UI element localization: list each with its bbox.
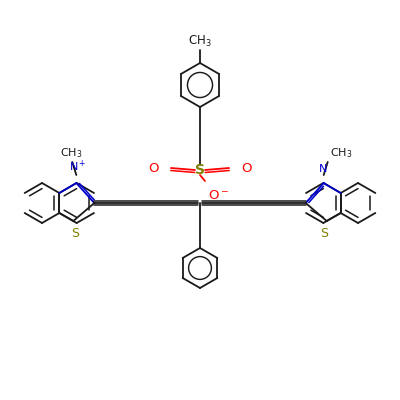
Text: S: S — [195, 163, 205, 177]
Text: S: S — [71, 227, 79, 240]
Text: CH$_3$: CH$_3$ — [60, 146, 82, 160]
Text: N: N — [318, 164, 327, 174]
Text: CH$_3$: CH$_3$ — [188, 34, 212, 49]
Text: O$^-$: O$^-$ — [208, 189, 229, 202]
Text: N$^+$: N$^+$ — [68, 159, 86, 174]
Text: O: O — [241, 162, 252, 174]
Text: CH$_3$: CH$_3$ — [330, 146, 352, 160]
Text: O: O — [148, 162, 159, 174]
Text: S: S — [320, 227, 328, 240]
